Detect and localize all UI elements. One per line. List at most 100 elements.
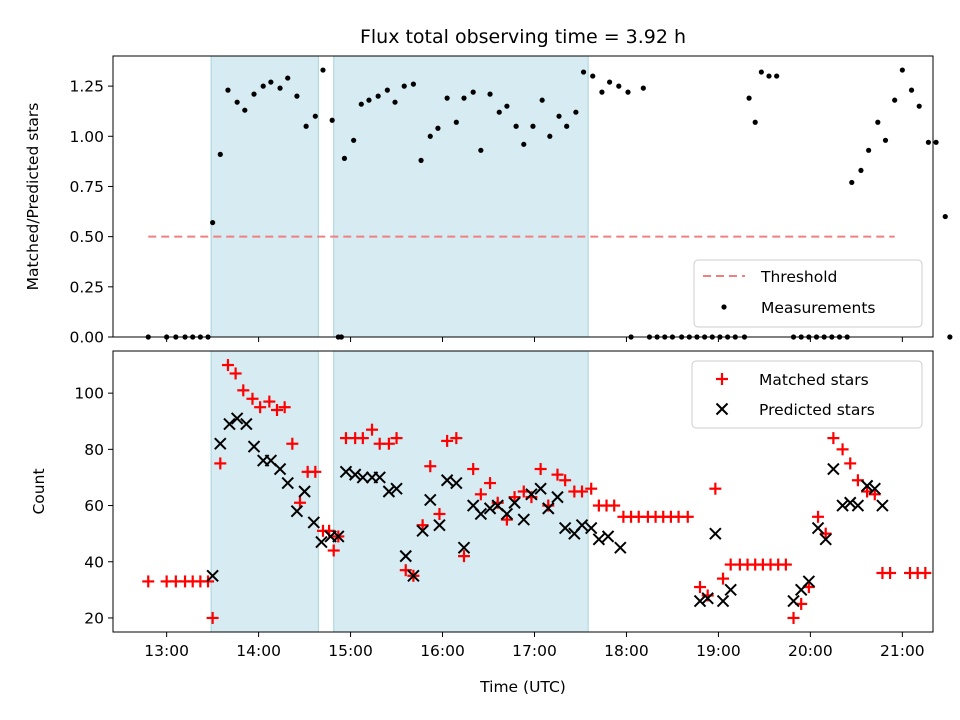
predicted-star-marker	[440, 474, 454, 487]
measurement-point	[616, 83, 622, 89]
predicted-star-marker	[724, 583, 737, 597]
predicted-star-marker	[339, 465, 353, 479]
matched-star-marker	[868, 488, 881, 501]
measurement-point	[217, 151, 223, 157]
x-tick-label: 19:00	[696, 642, 741, 660]
matched-star-marker	[827, 432, 840, 445]
x-tick-label: 15:00	[328, 642, 373, 660]
predicted-star-marker	[787, 594, 800, 608]
matched-star-marker	[263, 395, 276, 408]
predicted-star-marker	[373, 471, 386, 484]
matched-star-marker	[812, 510, 825, 523]
predicted-star-marker	[534, 482, 547, 495]
matched-star-marker	[327, 544, 340, 557]
measurement-point	[947, 334, 953, 340]
matched-star-marker	[608, 499, 621, 512]
matched-star-marker	[457, 550, 470, 563]
measurement-point	[470, 89, 476, 95]
measurement-point	[410, 81, 417, 87]
y-tick-label: 80	[84, 441, 104, 459]
bottom-shaded-intervals	[210, 350, 589, 633]
matched-star-marker	[399, 564, 412, 577]
predicted-star-marker	[558, 521, 572, 535]
predicted-stars-points	[206, 412, 889, 608]
measurement-point	[294, 93, 300, 99]
bottom-legend: Matched stars Predicted stars	[691, 360, 923, 429]
predicted-star-marker	[701, 592, 714, 605]
predicted-star-marker	[356, 471, 370, 484]
measurement-point	[418, 157, 424, 163]
matched-star-marker	[559, 474, 572, 487]
matched-star-marker	[356, 432, 369, 445]
y-tick-label: 1.00	[69, 128, 104, 146]
predicted-star-marker	[551, 490, 564, 504]
top-legend: Threshold Measurements	[693, 259, 923, 328]
top-shaded-intervals	[210, 55, 589, 338]
measurement-point	[251, 91, 257, 97]
measurement-point	[916, 103, 922, 109]
shaded-interval	[333, 55, 589, 338]
measurement-point	[453, 119, 459, 125]
matched-star-marker	[246, 392, 259, 405]
matched-star-marker	[836, 443, 849, 456]
predicted-star-marker	[836, 499, 849, 512]
measurement-point	[513, 123, 519, 129]
measurement-point	[866, 147, 872, 153]
predicted-star-marker	[601, 530, 615, 543]
predicted-star-marker	[474, 507, 488, 521]
shaded-interval	[333, 350, 589, 633]
matched-star-marker	[534, 463, 547, 476]
y-tick-label: 100	[74, 385, 104, 403]
y-tick-label: 20	[84, 609, 104, 627]
measurement-point	[260, 83, 266, 89]
matched-star-marker	[709, 482, 722, 495]
measurement-point	[401, 83, 407, 89]
y-tick-label: 0.75	[69, 178, 104, 196]
measurement-point	[774, 73, 780, 79]
measurement-point	[210, 219, 216, 226]
predicted-star-marker	[525, 488, 538, 501]
predicted-star-marker	[584, 521, 598, 535]
measurement-point	[234, 99, 240, 105]
measurement-point	[899, 67, 905, 73]
predicted-star-marker	[819, 533, 832, 546]
legend-box	[691, 360, 923, 429]
x-tick-label: 18:00	[604, 642, 649, 660]
measurement-point	[444, 95, 450, 101]
legend-threshold-label: Threshold	[760, 268, 837, 286]
top-x-ticks	[166, 337, 903, 342]
measurement-point	[908, 87, 915, 93]
predicted-star-marker	[592, 533, 606, 546]
predicted-star-marker	[693, 594, 707, 608]
measurement-point	[461, 95, 467, 101]
measurement-point	[892, 97, 898, 103]
measurement-point	[933, 139, 939, 145]
top-panel: 0.00 0.25 0.50 0.75 1.00 1.25 Matched/Predict…	[24, 55, 953, 347]
matched-star-marker	[484, 477, 497, 490]
measurement-point	[496, 109, 502, 115]
measurement-point	[329, 117, 335, 123]
measurement-point	[547, 133, 553, 139]
measurement-point	[882, 137, 889, 143]
predicted-star-marker	[315, 535, 328, 549]
matched-star-marker	[576, 485, 589, 498]
matched-star-marker	[271, 404, 283, 417]
y-tick-label: 0.25	[69, 278, 104, 296]
measurement-point	[766, 73, 772, 79]
x-tick-label: 17:00	[512, 642, 557, 660]
measurement-point	[942, 213, 948, 220]
matched-star-marker	[221, 359, 234, 372]
x-tick-label: 16:00	[420, 642, 465, 660]
bottom-plot-frame	[112, 350, 934, 633]
predicted-star-marker	[416, 524, 429, 538]
matched-star-marker	[214, 457, 227, 470]
predicted-star-marker	[273, 462, 287, 476]
matched-star-marker	[717, 572, 730, 585]
y-tick-label: 1.25	[69, 78, 104, 96]
measurement-points	[145, 67, 953, 340]
measurement-point	[556, 113, 562, 119]
measurement-point	[606, 79, 613, 85]
measurement-point	[539, 97, 545, 103]
matched-star-marker	[681, 510, 694, 523]
